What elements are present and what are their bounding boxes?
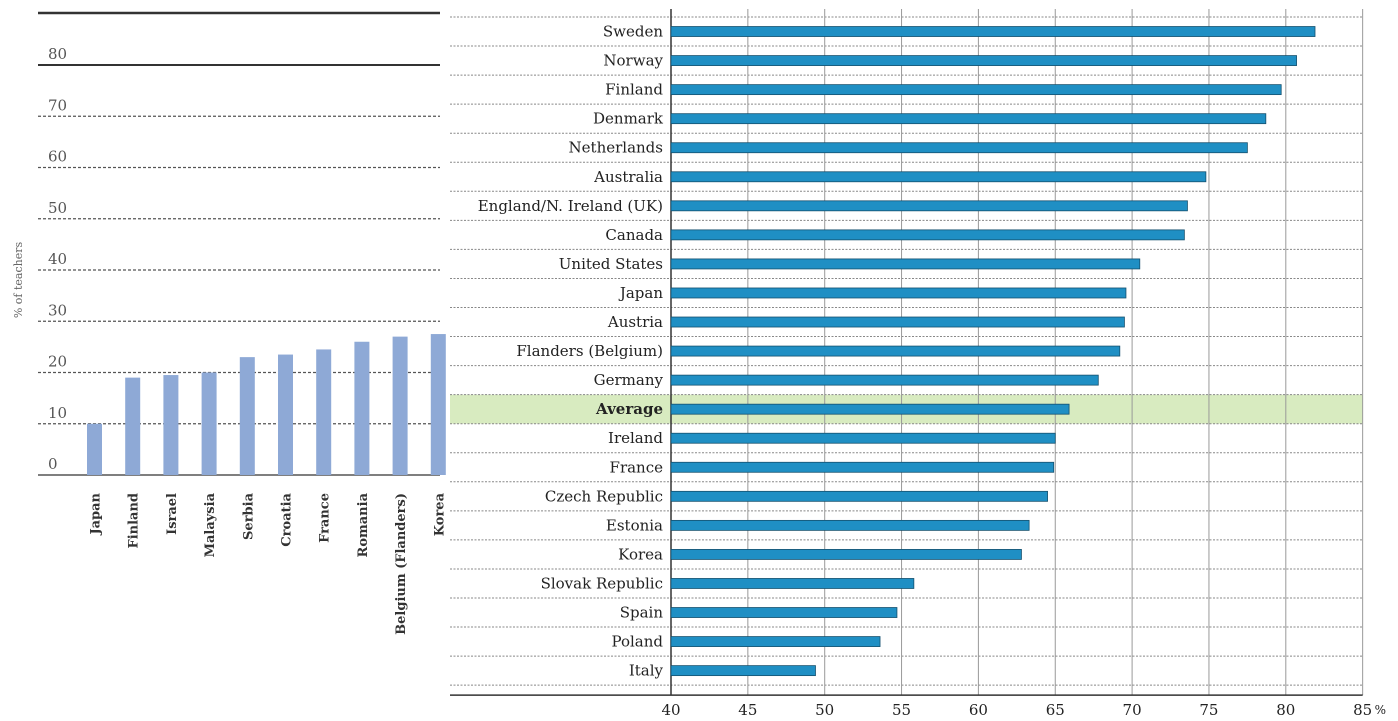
right-bar xyxy=(670,55,1297,66)
left-category-label: Malaysia xyxy=(203,492,218,557)
right-bar xyxy=(670,490,1048,502)
right-x-tick-label: 45 xyxy=(738,701,757,719)
left-category-label: Belgium (Flanders) xyxy=(394,493,409,635)
right-bar xyxy=(670,84,1282,96)
right-x-tick-label: 65 xyxy=(1046,701,1065,719)
left-y-tick-label: 80 xyxy=(48,45,67,63)
right-x-tick-label: 55 xyxy=(892,701,911,719)
right-x-tick-label: 80 xyxy=(1276,701,1295,719)
left-y-tick-label: 50 xyxy=(48,199,67,217)
left-y-tick-label: 10 xyxy=(48,404,67,422)
right-category-label: United States xyxy=(559,255,663,273)
right-x-tick-label: 60 xyxy=(969,701,988,719)
right-bar xyxy=(670,287,1127,299)
left-category-label: Croatia xyxy=(280,492,295,546)
right-bar xyxy=(670,636,881,647)
right-bar xyxy=(670,461,1055,473)
right-category-label: Slovak Republic xyxy=(541,574,663,592)
right-x-unit-label: % xyxy=(1375,703,1386,717)
right-category-label: Japan xyxy=(618,284,664,302)
right-category-label: Korea xyxy=(618,545,663,563)
left-bar xyxy=(316,349,332,475)
left-bar xyxy=(87,423,102,475)
right-bar xyxy=(670,26,1316,37)
right-category-label: England/N. Ireland (UK) xyxy=(478,197,663,215)
right-bar xyxy=(670,665,816,677)
left-bar xyxy=(201,372,217,475)
left-category-label: Romania xyxy=(356,492,371,557)
left-bar xyxy=(278,354,293,475)
left-bar xyxy=(430,334,446,475)
right-bar xyxy=(670,345,1121,357)
left-y-tick-label: 0 xyxy=(48,455,58,473)
left-y-tick-label: 40 xyxy=(48,250,67,268)
left-y-axis-label: % of teachers xyxy=(12,242,25,319)
left-bar xyxy=(392,336,408,475)
left-y-tick-label: 60 xyxy=(48,148,67,166)
left-category-label: Japan xyxy=(89,492,104,535)
right-bar xyxy=(670,171,1207,183)
right-x-tick-label: 75 xyxy=(1199,701,1218,719)
right-category-label: Poland xyxy=(611,633,663,651)
right-x-tick-label: 70 xyxy=(1123,701,1142,719)
right-x-tick-label: 50 xyxy=(815,701,834,719)
right-bar xyxy=(670,374,1099,386)
right-category-label: Flanders (Belgium) xyxy=(516,342,663,360)
right-bar xyxy=(670,316,1125,328)
right-bar xyxy=(670,607,898,618)
right-category-label: Sweden xyxy=(603,23,663,41)
right-category-label: Canada xyxy=(605,226,663,244)
right-category-label: Denmark xyxy=(593,110,664,128)
right-bar xyxy=(670,229,1185,241)
left-category-label: Finland xyxy=(127,493,142,549)
left-y-tick-label: 30 xyxy=(48,301,67,319)
right-x-tick-label: 85 xyxy=(1353,701,1372,719)
right-category-label: Australia xyxy=(593,168,663,186)
right-category-label: Ireland xyxy=(608,429,663,447)
right-category-label: Netherlands xyxy=(569,139,663,157)
left-y-tick-label: 70 xyxy=(48,96,67,114)
left-bar xyxy=(239,357,255,475)
right-category-label: Austria xyxy=(607,313,663,331)
right-category-label: Germany xyxy=(594,371,664,389)
right-category-label: Spain xyxy=(620,604,664,622)
right-bar xyxy=(670,578,915,589)
left-category-label: Serbia xyxy=(241,492,256,540)
left-category-label: France xyxy=(318,493,333,543)
right-bar xyxy=(670,403,1070,415)
right-category-label: Estonia xyxy=(606,516,663,534)
right-category-label: Norway xyxy=(603,52,663,70)
right-category-label: Average xyxy=(595,400,663,418)
right-category-label: Italy xyxy=(629,662,664,680)
right-x-tick-label: 40 xyxy=(661,701,680,719)
left-bar xyxy=(163,375,179,475)
right-category-label: Czech Republic xyxy=(545,487,663,505)
left-bar xyxy=(125,377,141,475)
right-bar xyxy=(670,258,1141,270)
left-bar xyxy=(354,341,370,475)
left-category-label: Israel xyxy=(165,493,180,535)
right-bar xyxy=(670,200,1188,212)
left-category-label: Korea xyxy=(432,492,447,536)
right-bar xyxy=(670,549,1022,560)
right-bar xyxy=(670,519,1030,531)
right-bar xyxy=(670,113,1267,125)
left-y-tick-label: 20 xyxy=(48,353,67,371)
right-category-label: Finland xyxy=(605,81,663,99)
right-category-label: France xyxy=(610,458,664,476)
right-bar xyxy=(670,432,1056,444)
right-bar xyxy=(670,142,1248,154)
